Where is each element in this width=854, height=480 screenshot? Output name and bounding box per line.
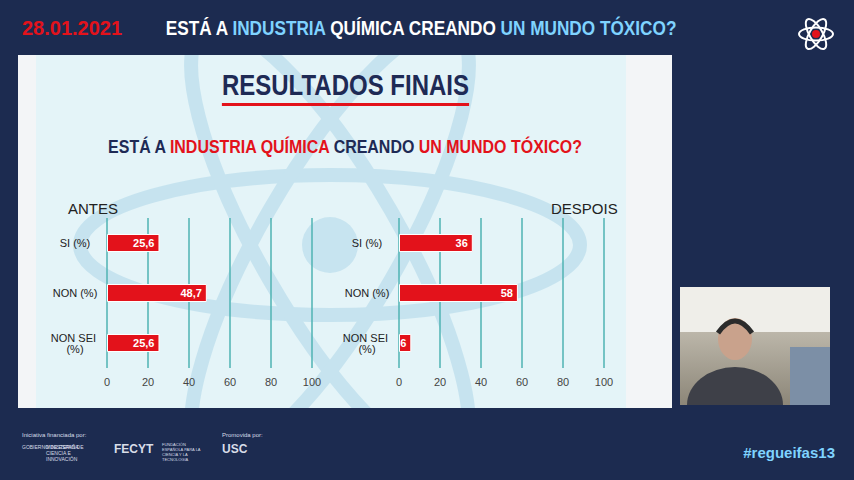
svg-text:6: 6 [400, 337, 406, 349]
html-text:GOBIERNO DE ESPAÑA: GOBIERNO DE ESPAÑA [22, 444, 79, 450]
svg-text:60: 60 [516, 376, 528, 388]
svg-text:36: 36 [456, 237, 468, 249]
svg-text:DESPOIS: DESPOIS [551, 200, 618, 217]
html-text:FUNDACIÓN ESPAÑOLA PARA LA CIE: FUNDACIÓN ESPAÑOLA PARA LA CIENCIA Y LA … [162, 442, 201, 462]
svg-text:0: 0 [396, 376, 402, 388]
svg-text:NON (%): NON (%) [53, 287, 98, 299]
svg-text:80: 80 [557, 376, 569, 388]
html-text:Iniciativa financiada por:: Iniciativa financiada por: [22, 432, 87, 438]
svg-text:48,7: 48,7 [180, 287, 201, 299]
svg-text:80: 80 [265, 376, 277, 388]
svg-text:60: 60 [224, 376, 236, 388]
svg-text:100: 100 [595, 376, 613, 388]
html-text:RESULTADOS FINAIS: RESULTADOS FINAIS [221, 68, 469, 101]
svg-text:NON SEI: NON SEI [50, 331, 100, 344]
svg-text:SI (%): SI (%) [60, 237, 91, 249]
svg-text:25,6: 25,6 [133, 337, 154, 349]
svg-text:(%): (%) [358, 343, 375, 355]
html-text:28.01.2021: 28.01.2021 [22, 17, 123, 39]
svg-text:ANTES: ANTES [68, 200, 118, 217]
svg-text:NON SEI: NON SEI [342, 331, 392, 344]
svg-text:25,6: 25,6 [133, 237, 154, 249]
svg-text:20: 20 [434, 376, 446, 388]
svg-text:20: 20 [142, 376, 154, 388]
html-text:FECYT: FECYT [114, 442, 154, 456]
svg-text:40: 40 [475, 376, 487, 388]
html-text:USC: USC [222, 442, 248, 456]
html-text:ESTÁ A INDUSTRIA QUÍMICA CREAN: ESTÁ A INDUSTRIA QUÍMICA CREANDO UN MUND… [165, 17, 677, 39]
svg-text:0: 0 [104, 376, 110, 388]
svg-text:58: 58 [501, 287, 513, 299]
svg-text:100: 100 [303, 376, 321, 388]
svg-text:NON (%): NON (%) [345, 287, 390, 299]
html-text:Promovida por:: Promovida por: [222, 432, 263, 438]
svg-text:(%): (%) [66, 343, 83, 355]
html-text:#regueifas13: #regueifas13 [743, 444, 835, 461]
html-text:ESTÁ A INDUSTRIA QUÍMICA CREAN: ESTÁ A INDUSTRIA QUÍMICA CREANDO UN MUND… [108, 136, 582, 157]
svg-text:SI (%): SI (%) [352, 237, 383, 249]
svg-text:40: 40 [183, 376, 195, 388]
html-text:MINISTERIO DE CIENCIA E INNOVA: MINISTERIO DE CIENCIA E INNOVACIÓN [46, 444, 84, 462]
